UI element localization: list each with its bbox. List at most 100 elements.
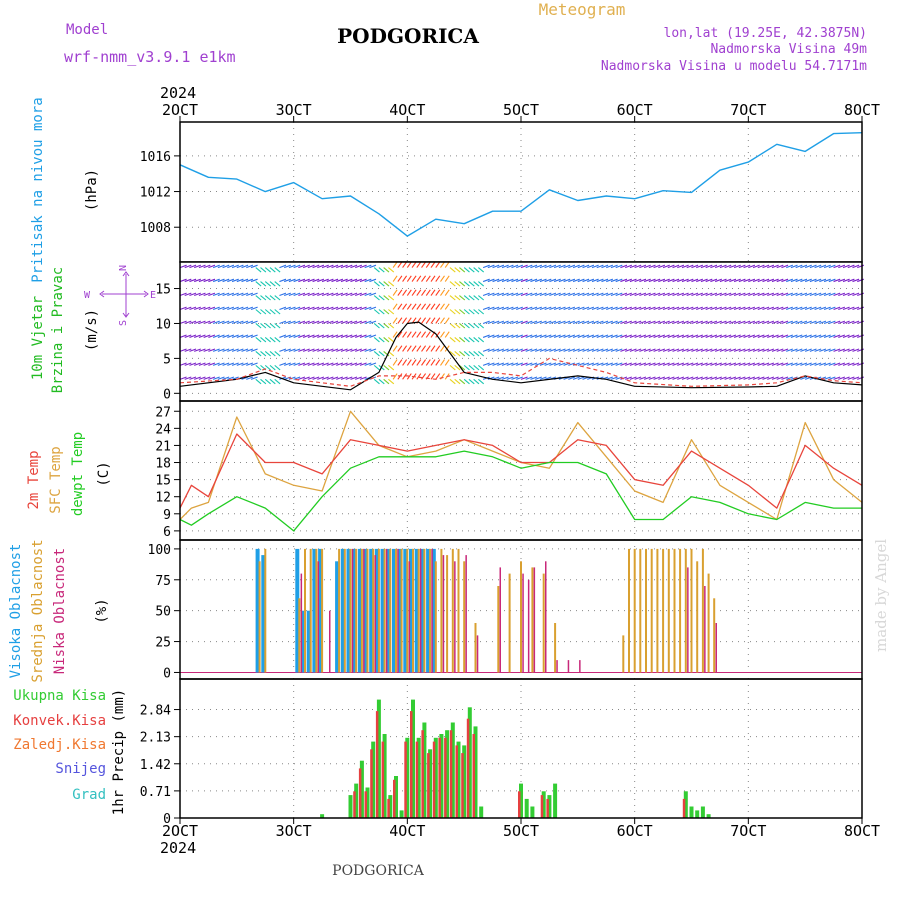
wind-barb: [615, 306, 623, 311]
wind-barb: [752, 264, 760, 269]
cloud-bar-low: [397, 548, 399, 673]
precip-bar-conv: [370, 749, 373, 818]
wind-barb: [672, 362, 680, 366]
wind-barb: [729, 376, 737, 380]
wind-barb: [421, 303, 427, 310]
wind-barb: [833, 278, 841, 283]
wind-barb: [842, 292, 850, 297]
wind-barb: [572, 334, 580, 338]
wind-barb: [629, 320, 637, 324]
lonlat-label: lon,lat (19.25E, 42.3875N): [664, 26, 868, 41]
wind-barb: [733, 264, 741, 269]
wind-barb: [748, 278, 756, 283]
wind-barb: [653, 376, 661, 380]
wind-barb: [729, 320, 737, 324]
wind-barb: [402, 289, 408, 296]
wind-barb: [572, 348, 580, 352]
wind-barb: [378, 295, 385, 301]
wind-barb: [388, 378, 395, 385]
wind-barb: [246, 292, 254, 297]
wind-barb: [236, 306, 244, 311]
wind-barb: [487, 362, 495, 366]
wind-barb: [373, 337, 380, 343]
wind-barb: [634, 320, 642, 324]
wind-barb: [189, 292, 197, 297]
bottom-xtick-label: 2OCT: [162, 822, 198, 840]
wind-ytick-label: 15: [155, 283, 171, 298]
wind-barb: [606, 264, 613, 269]
wind-barb: [312, 306, 320, 311]
wind-barb: [231, 320, 239, 324]
wind-barb: [719, 376, 727, 380]
wind-barb: [302, 306, 310, 311]
wind-barb: [274, 323, 281, 329]
top-xtick-label: 7OCT: [730, 101, 766, 119]
wind-barb: [563, 348, 571, 352]
wind-barb: [544, 376, 552, 380]
wind-barb: [662, 306, 670, 311]
cloud-bar-mid: [650, 548, 653, 673]
wind-barb: [355, 348, 362, 352]
wind-barb: [516, 334, 523, 338]
wind-barb: [686, 362, 694, 366]
wind-barb: [208, 320, 216, 324]
wind-barb: [198, 264, 206, 269]
wind-barb: [648, 320, 656, 324]
wind-barb: [255, 323, 262, 329]
wind-barb: [672, 292, 680, 297]
wind-barb: [279, 348, 287, 352]
wind-barb: [217, 264, 225, 269]
wind-barb: [705, 362, 713, 366]
wind-barb: [558, 362, 566, 366]
wind-barb: [184, 306, 192, 311]
wind-barb: [606, 320, 613, 324]
wind-barb: [809, 278, 817, 283]
wind-barb: [274, 364, 281, 371]
wind-barb: [317, 278, 325, 283]
wind-barb: [530, 348, 538, 352]
pressure-ylabel: Pritisak na nivou mora: [30, 97, 46, 282]
cloud-bar-mid: [309, 548, 312, 673]
wind-barb: [231, 278, 239, 283]
wind-barb: [667, 278, 675, 283]
wind-barb: [369, 264, 377, 269]
wind-barb: [321, 376, 329, 380]
cloud-bar-low: [499, 567, 501, 673]
wind-barb: [331, 278, 339, 283]
wind-barb: [236, 278, 244, 283]
wind-barb: [549, 292, 557, 297]
cloud-label-low: Niska Oblacnost: [52, 548, 68, 674]
wind-barb: [231, 264, 239, 269]
wind-barb: [601, 306, 609, 311]
wind-barb: [463, 295, 470, 301]
wind-barb: [406, 345, 412, 352]
compass-n: N: [118, 265, 129, 271]
wind-barb: [587, 362, 595, 366]
wind-barb: [198, 292, 206, 297]
wind-barb: [852, 292, 860, 297]
wind-barb: [530, 306, 538, 311]
wind-barb: [601, 264, 609, 269]
wind-barb: [482, 334, 490, 338]
wind-barb: [373, 267, 380, 273]
wind-barb: [492, 362, 500, 366]
wind-barb: [639, 264, 647, 269]
wind-barb: [823, 306, 831, 311]
wind-barb: [194, 264, 201, 269]
wind-barb: [847, 376, 855, 380]
wind-barb: [790, 292, 798, 297]
wind-barb: [809, 362, 817, 366]
wind-barb: [425, 275, 431, 282]
precip-label-conv: Konvek.Kisa: [13, 713, 106, 729]
wind-barb: [246, 376, 254, 380]
cloud-bar-high: [363, 548, 368, 673]
wind-barb: [511, 334, 519, 338]
wind-barb: [179, 334, 187, 338]
wind-barb: [298, 348, 306, 352]
wind-barb: [392, 261, 398, 268]
wind-barb: [212, 376, 220, 380]
precip-ytick-label: 2.84: [140, 704, 171, 719]
wind-barb: [639, 334, 647, 338]
wind-barb: [302, 376, 310, 380]
wind-barb: [591, 292, 599, 297]
